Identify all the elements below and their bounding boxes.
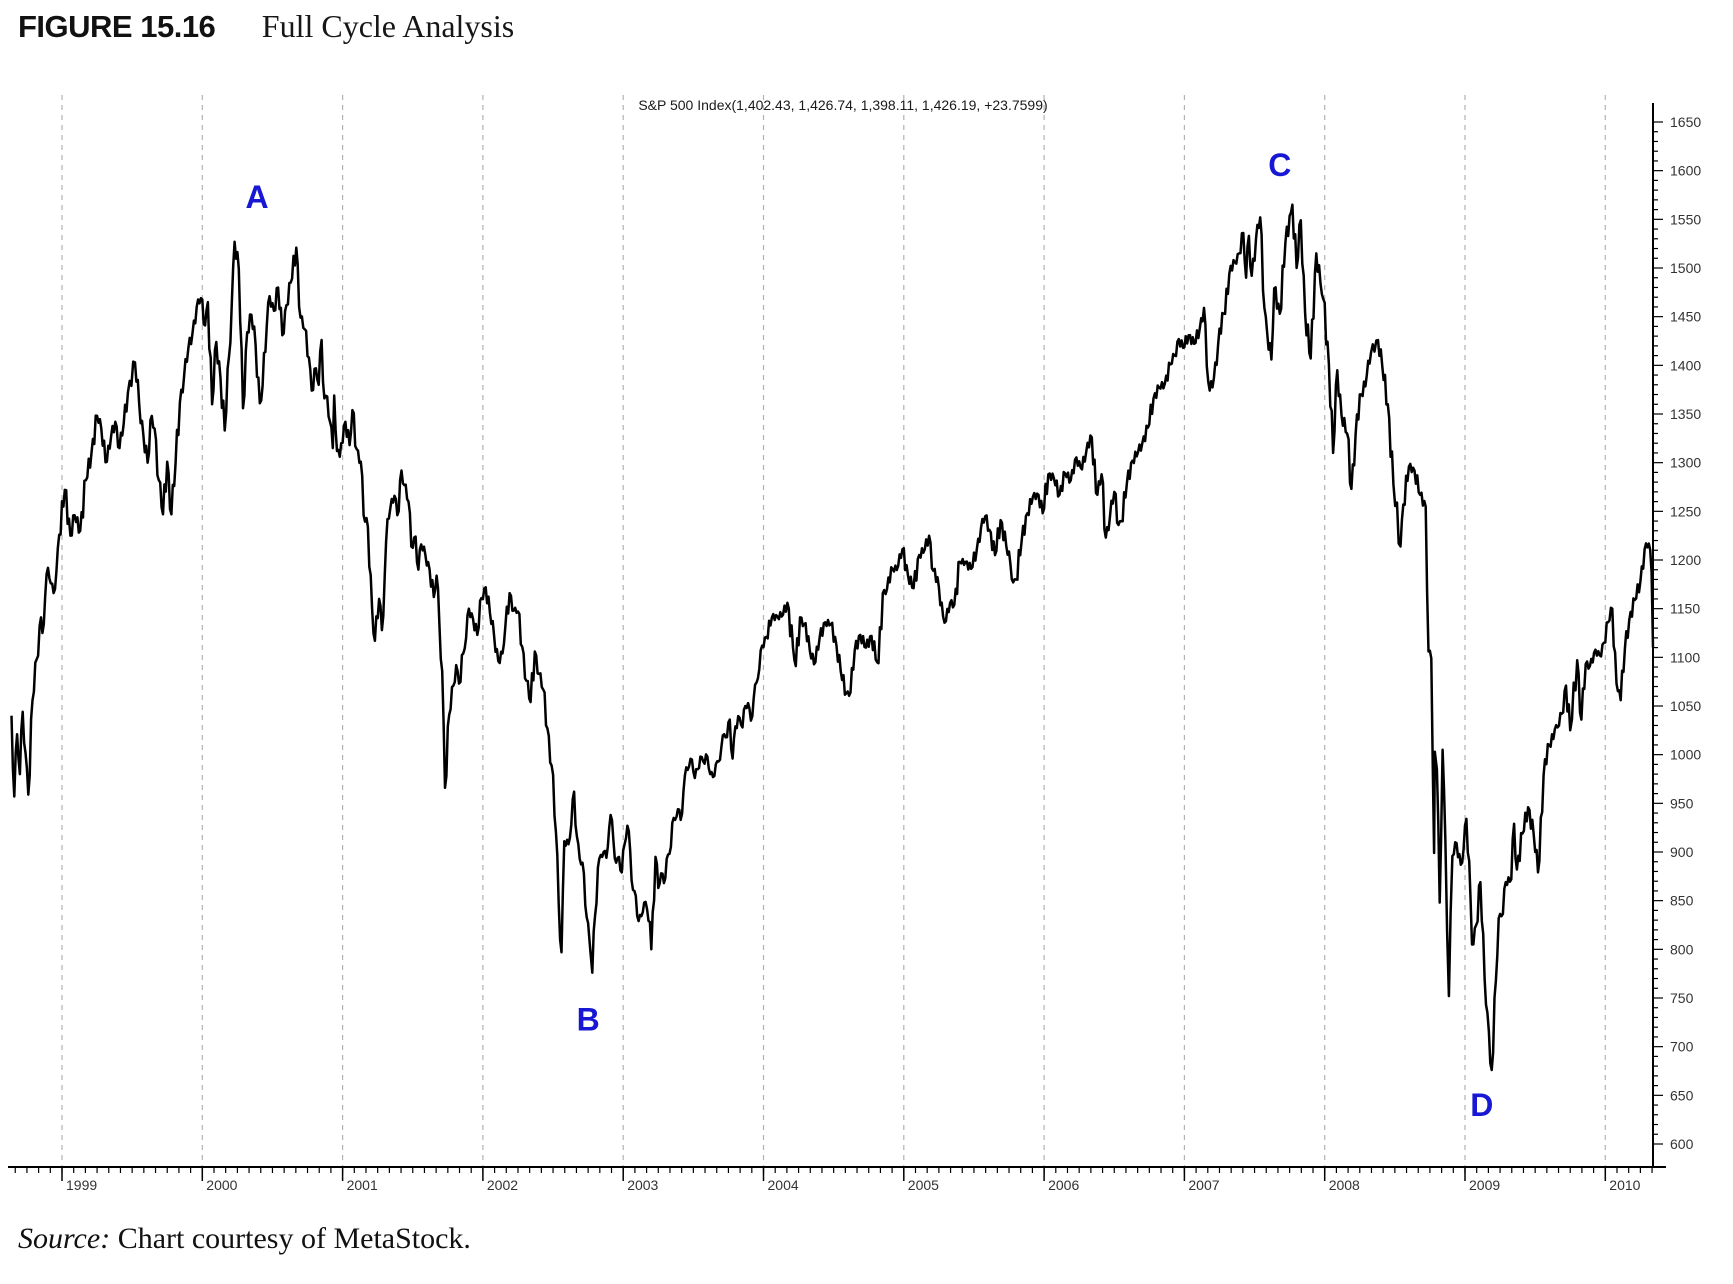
y-axis-label: 1000: [1670, 747, 1701, 763]
y-axis-label: 1550: [1670, 211, 1701, 227]
y-axis-label: 1350: [1670, 406, 1701, 422]
x-axis-label: 2007: [1188, 1177, 1219, 1193]
y-axis-label: 750: [1670, 990, 1694, 1006]
figure-number-label: FIGURE 15.16: [18, 9, 216, 44]
source-credit: Source: Chart courtesy of MetaStock.: [18, 1222, 471, 1256]
x-axis-label: 2006: [1048, 1177, 1079, 1193]
x-axis-label: 2004: [768, 1177, 799, 1193]
figure-title: Full Cycle Analysis: [261, 8, 515, 44]
y-axis-label: 1200: [1670, 552, 1701, 568]
y-axis-label: 1500: [1670, 260, 1701, 276]
y-axis-label: 850: [1670, 893, 1694, 909]
source-text: Chart courtesy of MetaStock.: [110, 1222, 471, 1255]
x-axis-label: 2009: [1469, 1177, 1500, 1193]
y-axis-label: 1050: [1670, 698, 1701, 714]
y-axis-label: 1650: [1670, 114, 1701, 130]
price-line: [10, 203, 1655, 1072]
y-axis-label: 700: [1670, 1039, 1694, 1055]
y-axis-label: 1100: [1670, 649, 1700, 665]
y-axis-label: 1600: [1670, 163, 1701, 179]
y-axis-label: 1400: [1670, 357, 1701, 373]
y-axis-label: 650: [1670, 1087, 1694, 1103]
x-axis-label: 2008: [1329, 1177, 1360, 1193]
cycle-label-C: C: [1268, 147, 1291, 183]
y-axis-label: 1300: [1670, 455, 1701, 471]
x-axis-label: 2000: [206, 1177, 237, 1193]
x-axis-label: 2002: [487, 1177, 518, 1193]
chart-header-legend: S&P 500 Index(1,402.43, 1,426.74, 1,398.…: [638, 97, 1047, 113]
y-axis-label: 800: [1670, 941, 1694, 957]
y-axis-label: 950: [1670, 795, 1694, 811]
y-axis-label: 900: [1670, 844, 1694, 860]
x-axis-label: 2003: [627, 1177, 658, 1193]
x-axis-label: 2001: [347, 1177, 378, 1193]
figure-caption: FIGURE 15.16 Full Cycle Analysis: [18, 8, 514, 45]
y-axis-label: 600: [1670, 1136, 1694, 1152]
x-axis-label: 2005: [908, 1177, 939, 1193]
x-axis-label: 2010: [1609, 1177, 1640, 1193]
cycle-label-A: A: [245, 179, 268, 215]
y-axis-label: 1150: [1670, 601, 1700, 617]
cycle-label-B: B: [577, 1001, 600, 1037]
y-axis-label: 1250: [1670, 503, 1701, 519]
cycle-label-D: D: [1470, 1087, 1493, 1123]
y-axis-label: 1450: [1670, 309, 1701, 325]
x-axis-label: 1999: [66, 1177, 97, 1193]
source-prefix: Source:: [18, 1222, 111, 1255]
